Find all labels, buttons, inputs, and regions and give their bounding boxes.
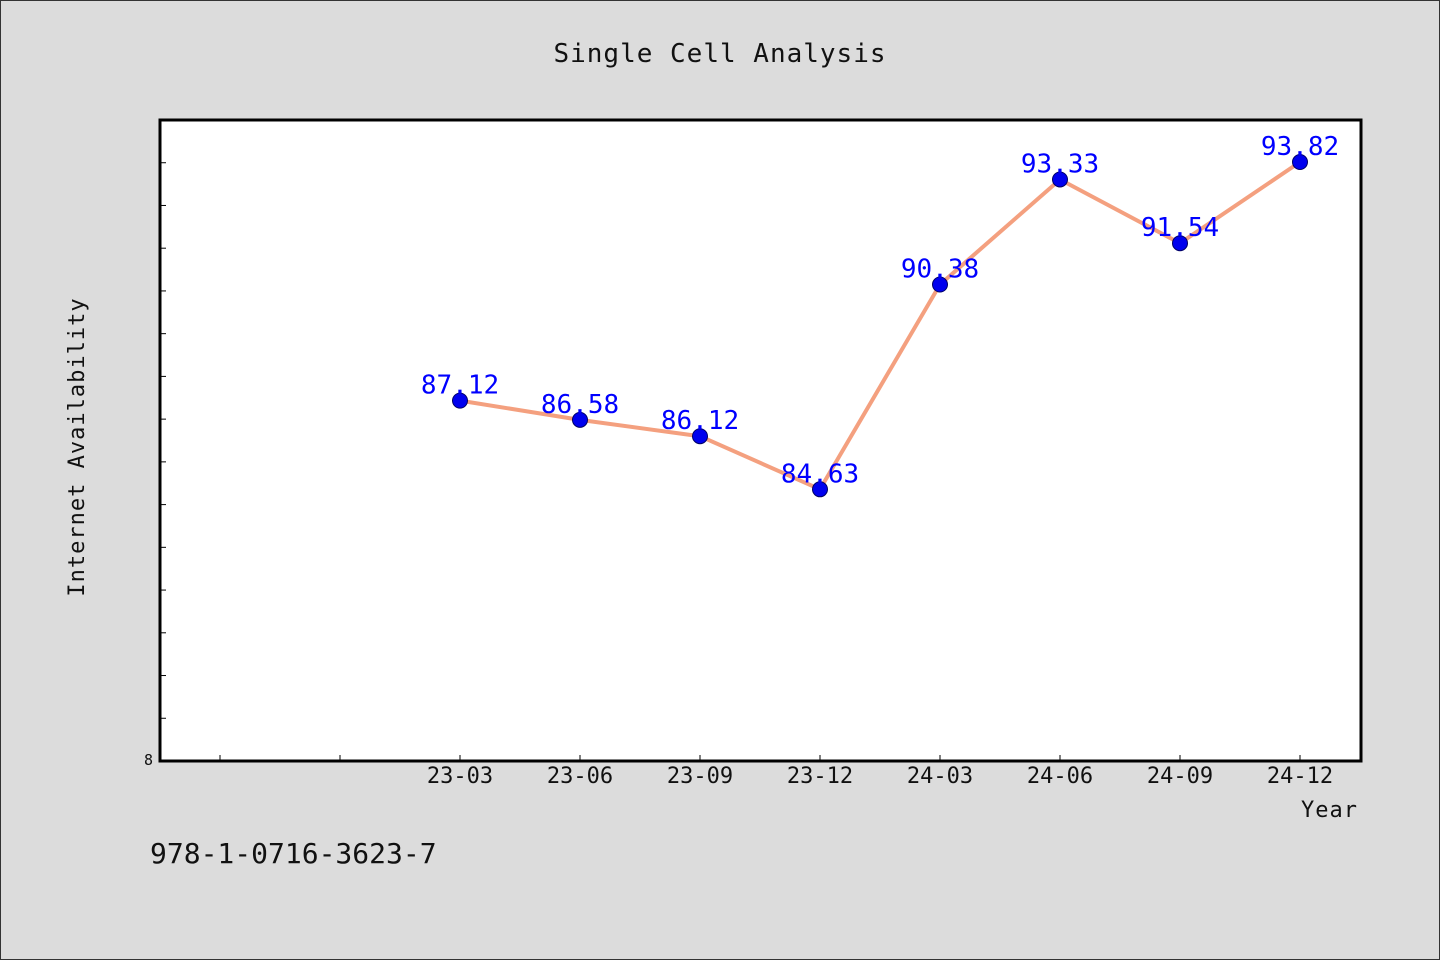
x-axis-ticks — [219, 755, 1301, 761]
data-point — [812, 481, 828, 498]
x-tick-label: 24-03 — [907, 764, 973, 789]
x-tick-label: 24-09 — [1147, 764, 1213, 789]
series-line — [458, 160, 1302, 492]
data-label: 87.12 — [421, 371, 499, 401]
data-label: 91.54 — [1141, 213, 1219, 243]
data-point — [452, 392, 468, 409]
x-tick-label: 23-03 — [427, 764, 493, 789]
x-tick-label: 24-06 — [1027, 764, 1093, 789]
data-point — [692, 428, 708, 445]
y-tick-label: 8 — [144, 751, 153, 769]
data-point — [1292, 154, 1308, 171]
chart-title: Single Cell Analysis — [553, 39, 886, 69]
y-axis-label: Internet Availability — [65, 297, 90, 596]
x-axis-label: Year — [1301, 798, 1358, 823]
data-label: 90.38 — [901, 255, 979, 285]
data-label: 93.33 — [1021, 149, 1099, 179]
x-tick-label: 23-12 — [787, 764, 853, 789]
x-tick-label: 23-06 — [547, 764, 613, 789]
y-axis-ticks — [160, 162, 166, 719]
data-label: 86.12 — [661, 406, 739, 436]
isbn-text: 978-1-0716-3623-7 — [150, 837, 437, 870]
series-markers — [452, 154, 1308, 498]
data-point — [572, 411, 588, 428]
data-label: 93.82 — [1261, 132, 1339, 162]
plot-area — [158, 118, 1363, 763]
series-line-group — [458, 160, 1302, 492]
data-point — [1172, 235, 1188, 252]
data-label: 84.63 — [781, 459, 859, 489]
data-point — [1052, 171, 1068, 188]
x-tick-label: 23-09 — [667, 764, 733, 789]
x-tick-label: 24-12 — [1267, 764, 1333, 789]
data-labels: 87.12 86.58 86.12 84.63 90.38 93.33 91.54 93.82 — [421, 132, 1339, 489]
x-axis-tick-labels: 23-03 23-06 23-09 23-12 24-03 24-06 24-09 24-12 — [427, 764, 1333, 789]
data-label: 86.58 — [541, 390, 619, 420]
data-point — [932, 276, 948, 293]
